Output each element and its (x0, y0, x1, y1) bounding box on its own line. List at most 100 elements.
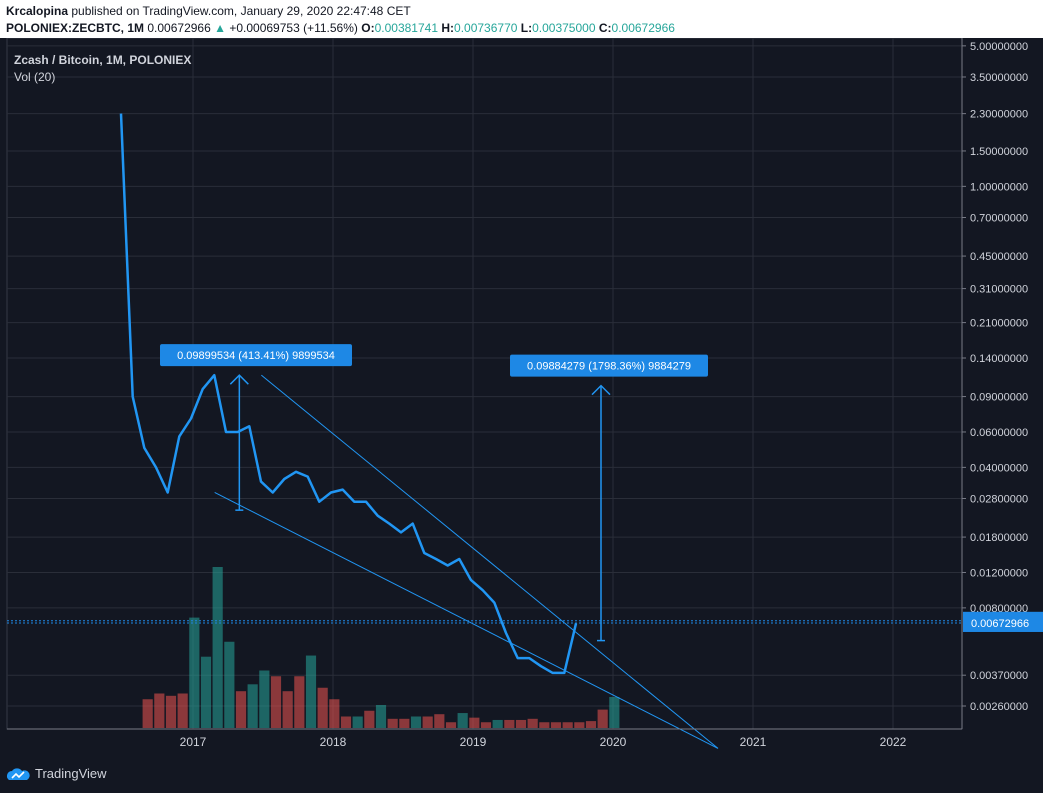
volume-bar (189, 617, 200, 728)
legend-title: Zcash / Bitcoin, 1M, POLONIEX (14, 53, 192, 67)
close-value: 0.00672966 (611, 21, 675, 35)
plot-frame (6, 38, 963, 730)
measure-label-text: 0.09899534 (413.41%) 9899534 (177, 350, 335, 362)
low-value: 0.00375000 (532, 21, 596, 35)
price-axis: 5.00000000 3.50000000 2.30000000 1.50000000… (961, 38, 1043, 729)
last-price: 0.00672966 (147, 21, 211, 35)
author-name[interactable]: Krcalopina (6, 4, 69, 18)
y-tick-label: 0.00260000 (970, 701, 1028, 713)
measure-arrow-icon (591, 384, 611, 396)
trend-line (214, 492, 719, 749)
volume-bar (177, 693, 188, 728)
y-tick-label: 5.00000000 (970, 41, 1028, 53)
volume-bar (399, 718, 410, 728)
volume-bar (434, 714, 445, 728)
volume-bar (364, 710, 375, 728)
price-chart[interactable]: 0.09899534 (413.41%) 9899534 0.09884279 (… (0, 38, 1043, 758)
price-series (7, 113, 962, 675)
volume-bar (492, 719, 503, 728)
measure-label-box (160, 344, 352, 367)
published-text: published on TradingView.com, January 29… (71, 4, 411, 18)
price-line (119, 113, 578, 675)
volume-bar (270, 676, 282, 728)
chart-grid (6, 38, 963, 730)
volume-bar (375, 705, 387, 728)
open-value: 0.00381741 (374, 21, 438, 35)
y-tick-label: 1.00000000 (970, 181, 1028, 193)
x-tick-label: 2017 (180, 735, 207, 749)
price-label-box (963, 613, 1043, 632)
y-tick-label: 2.30000000 (970, 109, 1028, 121)
low-label: L: (520, 21, 533, 35)
x-tick-label: 2022 (880, 735, 907, 749)
volume-bar (282, 691, 293, 728)
volume-bar (445, 722, 457, 728)
volume-bar (200, 656, 212, 728)
volume-bar (469, 717, 480, 728)
volume-bar (515, 719, 527, 728)
y-tick-label: 0.31000000 (970, 284, 1028, 296)
y-tick-label: 3.50000000 (970, 72, 1028, 84)
y-tick-label: 0.02800000 (970, 494, 1028, 506)
measure-label-text: 0.09884279 (1798.36%) 9884279 (527, 361, 691, 373)
volume-bar (352, 716, 363, 728)
volume-bar (212, 567, 223, 728)
volume-bar (329, 699, 340, 728)
measure-label-box (510, 354, 708, 377)
volume-bar (165, 695, 177, 728)
volume-bar (574, 722, 585, 728)
y-tick-label: 0.70000000 (970, 212, 1028, 224)
y-tick-label: 0.01200000 (970, 567, 1028, 579)
y-tick-label: 1.50000000 (970, 146, 1028, 158)
volume-bar (585, 721, 597, 728)
volume-bar (294, 676, 305, 728)
high-label: H: (441, 21, 455, 35)
y-tick-label: 0.21000000 (970, 318, 1028, 330)
chart-legend: Zcash / Bitcoin, 1M, POLONIEX Vol (20) (14, 53, 191, 84)
volume-bar (224, 641, 235, 728)
volume-bar (259, 670, 270, 728)
change-arrow-icon: ▲ (214, 21, 226, 35)
trend-lines (214, 374, 719, 749)
high-value: 0.00736770 (454, 21, 518, 35)
volume-bar (480, 722, 492, 728)
volume-legend: Vol (20) (14, 70, 56, 84)
x-tick-label: 2020 (600, 735, 627, 749)
trend-line (261, 374, 719, 749)
tradingview-logo[interactable]: TradingView (6, 766, 107, 781)
y-tick-label: 0.14000000 (970, 353, 1028, 365)
volume-bar (457, 713, 468, 728)
volume-bar (317, 687, 328, 728)
volume-bar (597, 709, 608, 728)
y-tick-label: 0.06000000 (970, 427, 1028, 439)
change-value: +0.00069753 (+11.56%) (229, 21, 358, 35)
volume-bar (609, 696, 620, 728)
volume-bar (422, 716, 433, 728)
volume-bar (154, 693, 165, 728)
y-tick-label: 0.09000000 (970, 392, 1028, 404)
volume-bar (142, 699, 153, 728)
publish-header: Krcalopina published on TradingView.com,… (0, 0, 1043, 38)
volume-bar (539, 722, 550, 728)
volume-bar (340, 716, 352, 728)
publish-line: Krcalopina published on TradingView.com,… (6, 4, 411, 18)
x-tick-label: 2021 (740, 735, 767, 749)
volume-bar (387, 718, 398, 728)
measure-arrow-icon (229, 374, 249, 385)
volume-bars (142, 567, 620, 728)
x-tick-label: 2018 (320, 735, 347, 749)
price-label-text: 0.00672966 (971, 618, 1029, 630)
symbol-label: POLONIEX:ZECBTC, 1M (6, 21, 145, 35)
y-tick-label: 0.01800000 (970, 532, 1028, 544)
close-label: C: (598, 21, 612, 35)
volume-bar (410, 716, 422, 728)
volume-bar (247, 684, 258, 728)
open-label: O: (361, 21, 375, 35)
volume-bar (527, 718, 538, 728)
measurement-tools: 0.09899534 (413.41%) 9899534 0.09884279 (… (160, 344, 708, 642)
volume-bar (562, 722, 573, 728)
cloud-icon (6, 767, 30, 780)
y-tick-label: 0.04000000 (970, 462, 1028, 474)
volume-bar (305, 655, 317, 728)
y-tick-label: 0.45000000 (970, 251, 1028, 263)
